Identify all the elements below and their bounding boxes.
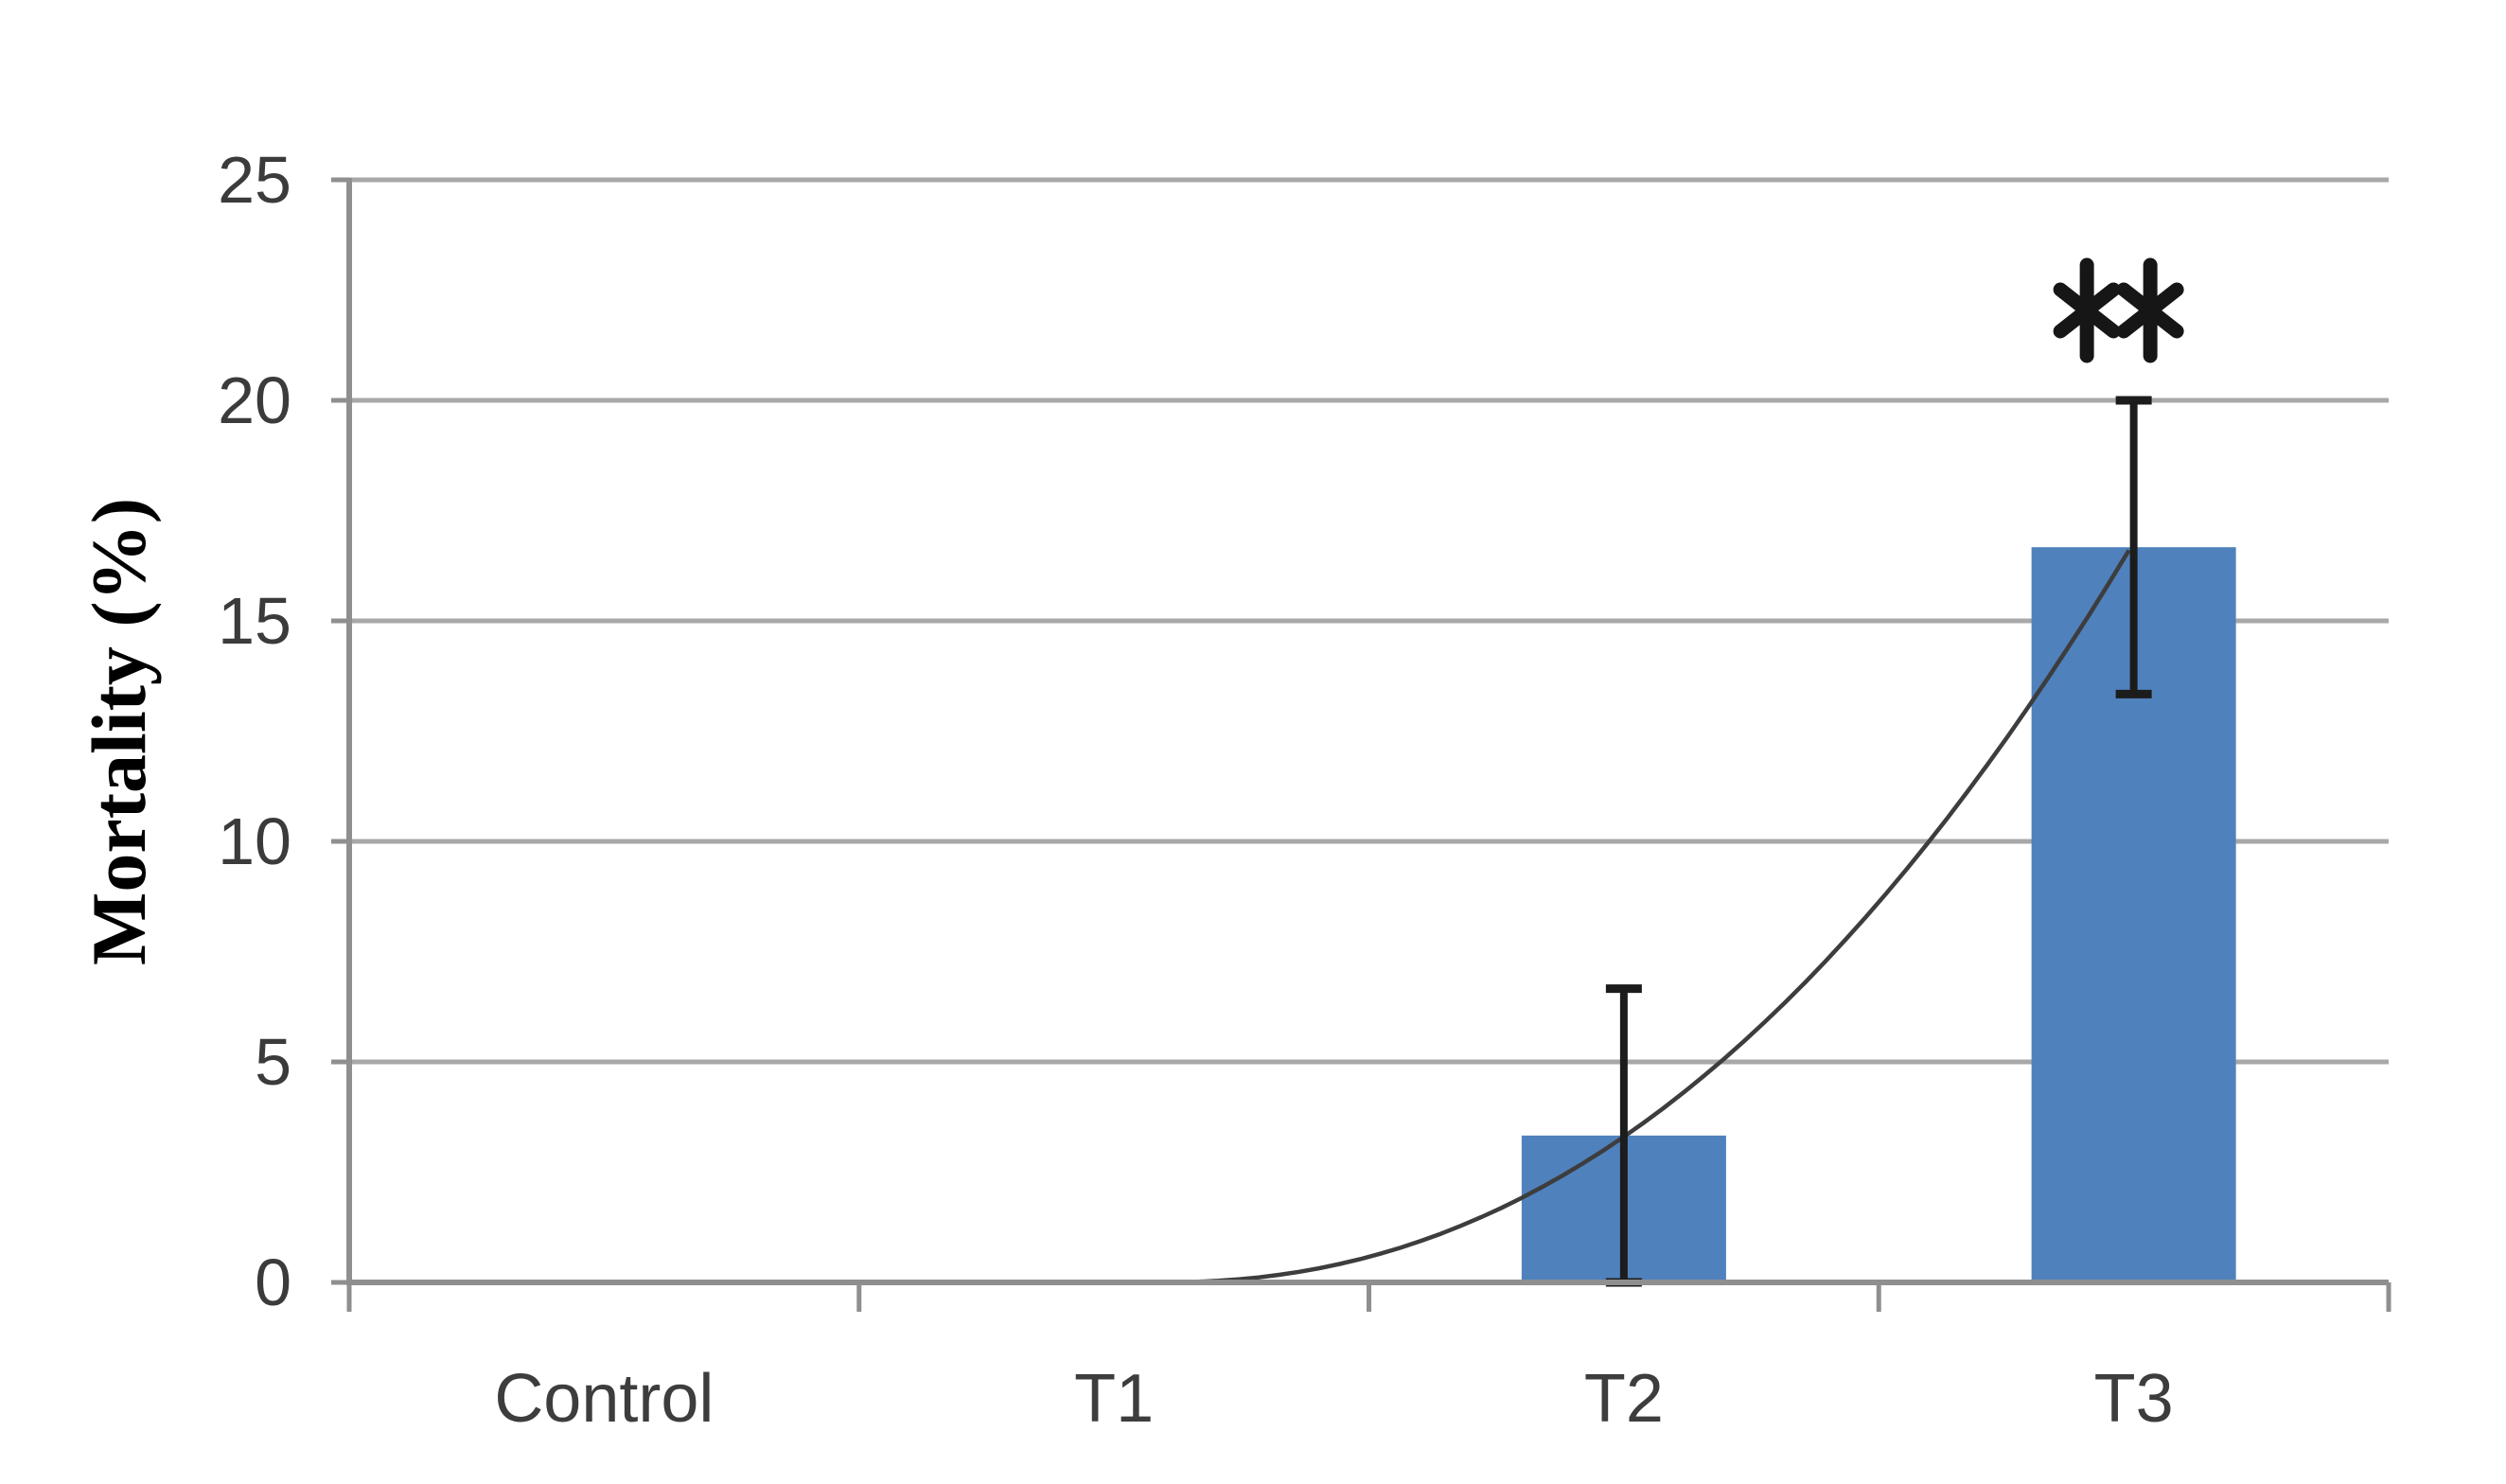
x-category-label-control: Control	[494, 1361, 715, 1437]
y-tick-label: 5	[255, 1025, 291, 1099]
y-tick-label: 10	[218, 804, 291, 878]
y-tick-label: 0	[255, 1246, 291, 1319]
y-axis-title: Mortality (%)	[76, 497, 162, 965]
trendline-curve	[1157, 549, 2131, 1285]
x-category-label-t3: T3	[2093, 1361, 2174, 1437]
y-tick-label: 15	[218, 584, 291, 658]
significance-annotation	[2053, 257, 2184, 363]
significance-asterisk	[2116, 282, 2184, 339]
x-category-label-t2: T2	[1583, 1361, 1664, 1437]
x-category-label-t1: T1	[1074, 1361, 1155, 1437]
significance-asterisk	[2053, 282, 2121, 339]
y-tick-label: 20	[218, 363, 291, 437]
y-tick-label: 25	[218, 143, 291, 217]
